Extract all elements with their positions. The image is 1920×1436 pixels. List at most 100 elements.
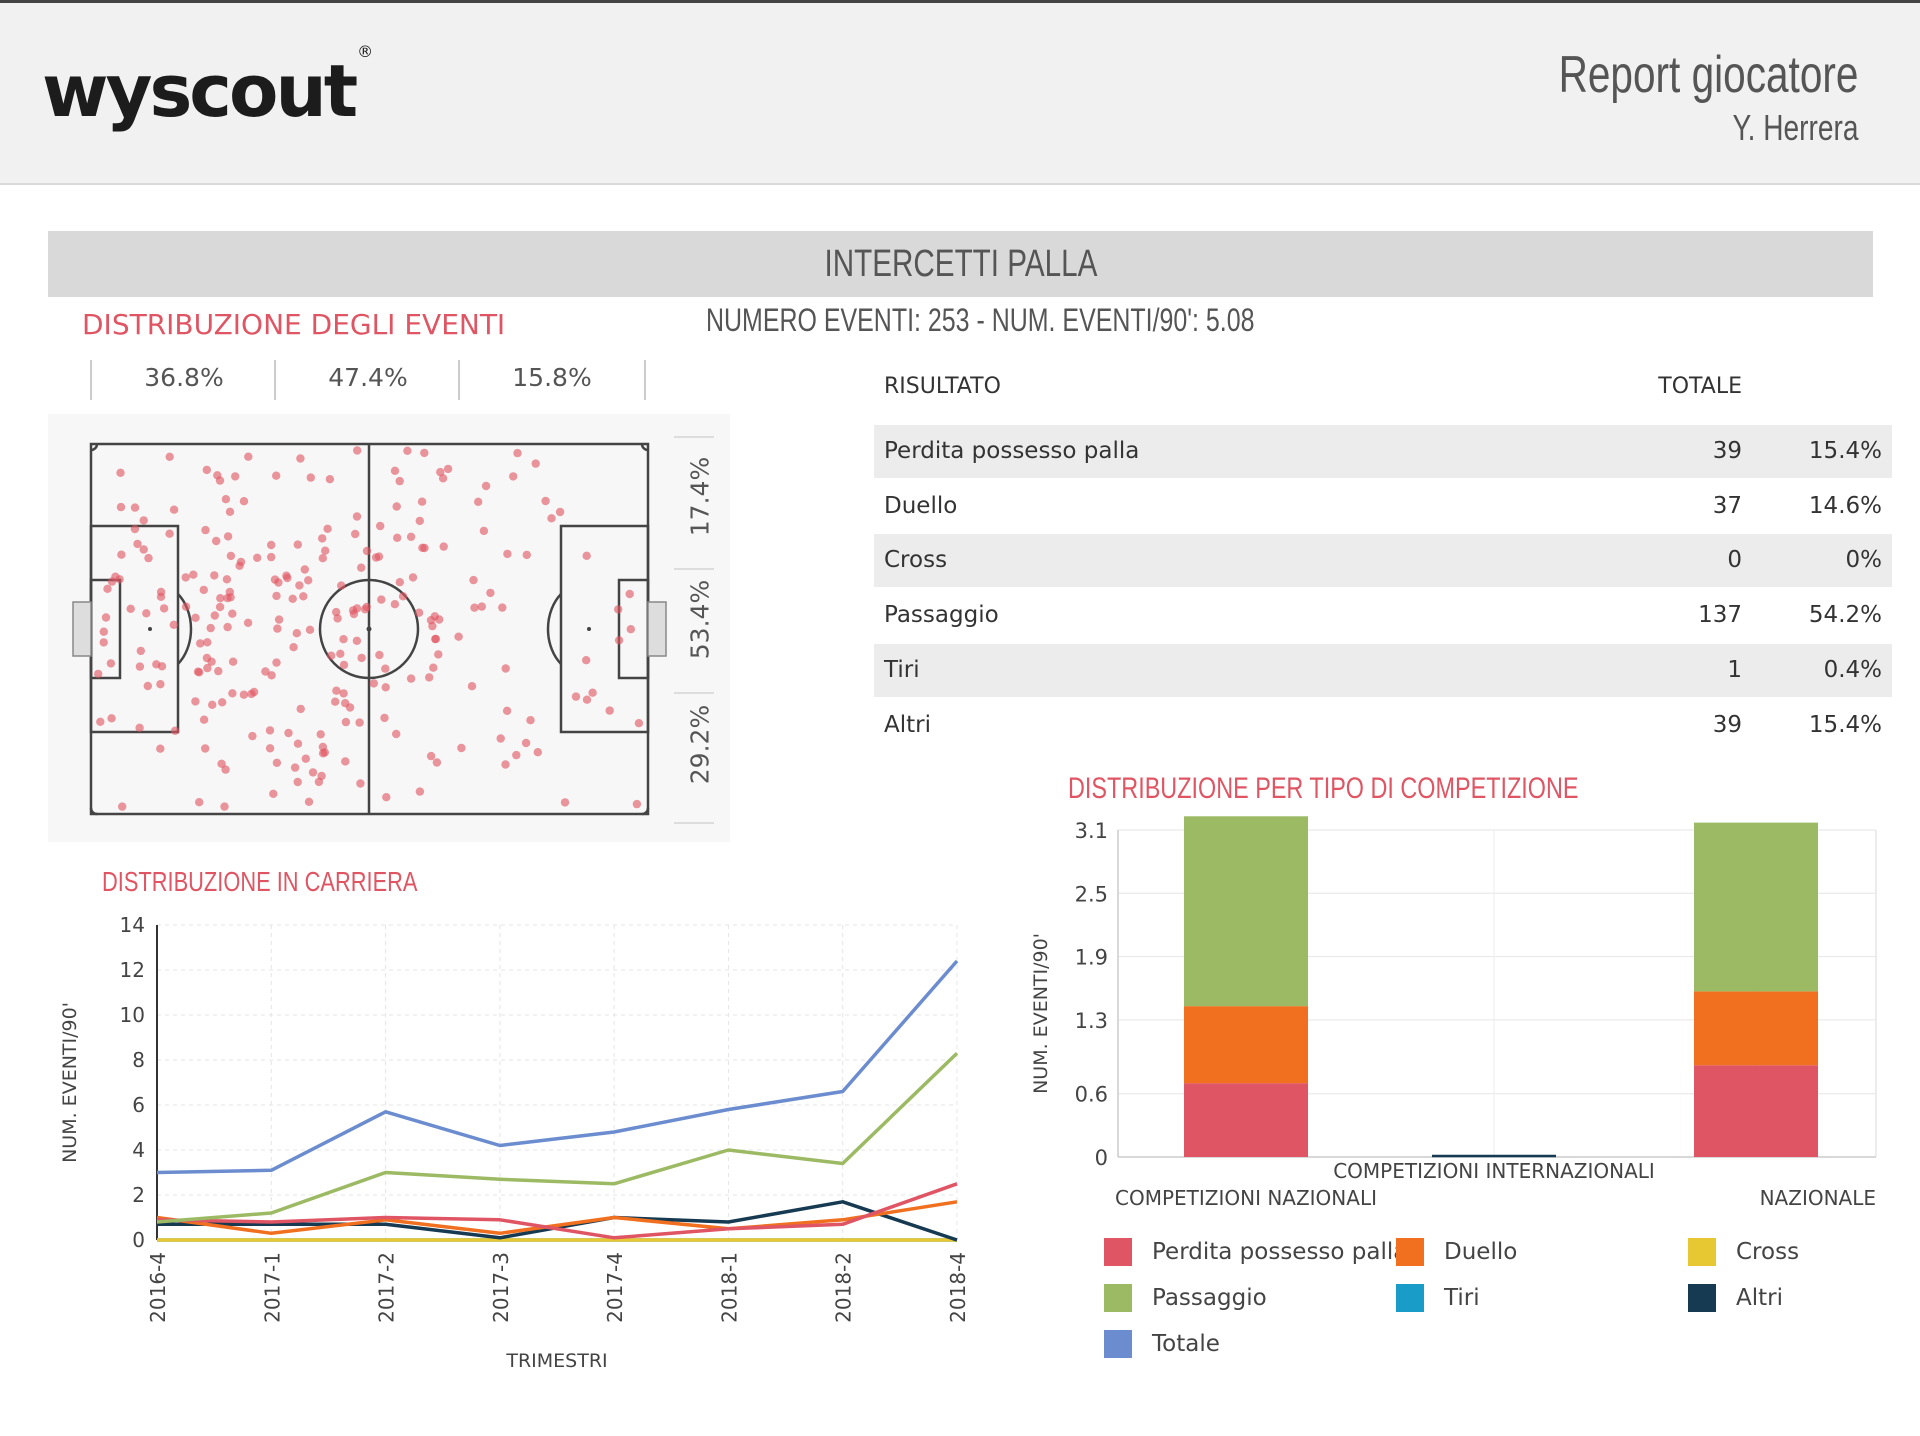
event-dot	[135, 662, 145, 671]
event-dot	[243, 618, 253, 627]
event-dot	[293, 739, 303, 748]
event-dot	[454, 632, 463, 641]
event-dot	[126, 604, 135, 613]
event-dot	[270, 575, 280, 584]
event-dot	[477, 602, 486, 611]
event-dot	[288, 594, 297, 603]
event-dot	[571, 692, 581, 701]
y-tick-label: 0	[132, 1228, 145, 1252]
event-dot	[165, 529, 174, 538]
x-tick-label: 2017-4	[603, 1252, 627, 1323]
event-dot	[501, 664, 510, 673]
event-dot	[99, 638, 108, 647]
event-dot	[521, 738, 531, 748]
event-dot	[299, 592, 308, 601]
event-dot	[199, 585, 208, 595]
events-summary: NUMERO EVENTI: 253 - NUM. EVENTI/90': 5.…	[706, 302, 1255, 338]
bar-segment-duello	[1694, 991, 1818, 1066]
x-tick-label: 2017-3	[489, 1252, 513, 1323]
event-dot	[239, 690, 249, 699]
event-dot	[244, 452, 253, 461]
event-dot	[357, 653, 366, 663]
legend-swatch	[1104, 1238, 1132, 1266]
event-dot	[420, 448, 429, 458]
event-dot	[208, 700, 217, 709]
right-penalty-arc	[546, 593, 562, 665]
bar-segment-passaggio	[1184, 816, 1308, 1007]
legend-label: Totale	[1152, 1331, 1220, 1357]
center-circle	[318, 578, 420, 680]
event-dot	[512, 750, 521, 760]
event-dot	[223, 622, 232, 632]
event-dot	[341, 699, 350, 708]
event-dot	[144, 553, 153, 563]
event-dot	[337, 581, 346, 590]
y-axis-label: NUM. EVENTI/90'	[59, 1002, 81, 1163]
legend-swatch	[1688, 1284, 1716, 1312]
event-dot	[203, 663, 212, 673]
event-dot	[501, 760, 510, 769]
event-dot	[588, 688, 597, 697]
event-dot	[308, 768, 318, 777]
event-dot	[99, 627, 108, 636]
legend-label: Perdita possesso palla	[1152, 1239, 1408, 1265]
event-dot	[181, 602, 191, 611]
event-dot	[625, 589, 634, 599]
event-dot	[226, 593, 235, 602]
event-dot	[221, 765, 230, 774]
x-tick-label: 2017-1	[260, 1252, 284, 1323]
event-dot	[332, 607, 341, 617]
event-dot	[218, 698, 227, 707]
event-dot	[333, 614, 342, 623]
event-dot	[106, 659, 116, 668]
bar-segment-passaggio	[1694, 822, 1818, 992]
series-line-perdita	[156, 1182, 958, 1240]
event-dot	[417, 497, 427, 506]
y-tick-label: 3.1	[1075, 819, 1108, 843]
report-title-block: Report giocatore Y. Herrera	[1474, 45, 1858, 149]
legend-swatch	[1396, 1238, 1424, 1266]
event-dot	[457, 743, 466, 753]
event-dot	[502, 706, 512, 715]
table-row: Perdita possesso palla 39 15.4%	[874, 425, 1892, 478]
event-dot	[398, 592, 408, 601]
event-dot	[470, 603, 479, 612]
legend-swatch	[1396, 1284, 1424, 1312]
competition-chart-title: DISTRIBUZIONE PER TIPO DI COMPETIZIONE	[1068, 772, 1579, 805]
event-dot	[228, 609, 237, 618]
event-dot	[225, 507, 235, 516]
event-dot	[267, 540, 276, 550]
event-dot	[203, 638, 212, 647]
event-dot	[380, 713, 389, 723]
event-dot	[293, 540, 302, 549]
event-dot	[201, 744, 210, 753]
event-dot	[169, 620, 178, 629]
event-dot	[202, 465, 211, 475]
event-dot	[426, 751, 436, 761]
event-dot	[103, 584, 112, 593]
event-dot	[116, 468, 125, 477]
event-dot	[216, 594, 225, 603]
col-header-total: TOTALE	[1658, 374, 1742, 399]
event-dot	[202, 653, 212, 663]
y-tick-label: 2	[132, 1183, 145, 1207]
event-dot	[199, 715, 209, 724]
table-row: Altri 39 15.4%	[884, 712, 1882, 738]
event-dot	[135, 723, 144, 732]
table-row: Passaggio 137 54.2%	[884, 602, 1882, 628]
y-tick-label: 10	[120, 1003, 145, 1027]
event-dot	[116, 502, 126, 512]
y-tick-label: 1.9	[1075, 946, 1108, 970]
event-dot	[341, 717, 351, 727]
event-dot	[392, 729, 401, 739]
event-dot	[327, 651, 336, 660]
col-header-result: RISULTATO	[884, 374, 1001, 399]
event-dot	[406, 674, 416, 683]
event-dot	[614, 636, 624, 645]
event-dot	[223, 532, 233, 541]
event-dot	[142, 609, 151, 618]
event-dot	[156, 587, 166, 597]
event-dot	[228, 689, 237, 698]
event-dot	[296, 704, 305, 714]
event-dot	[206, 623, 215, 633]
